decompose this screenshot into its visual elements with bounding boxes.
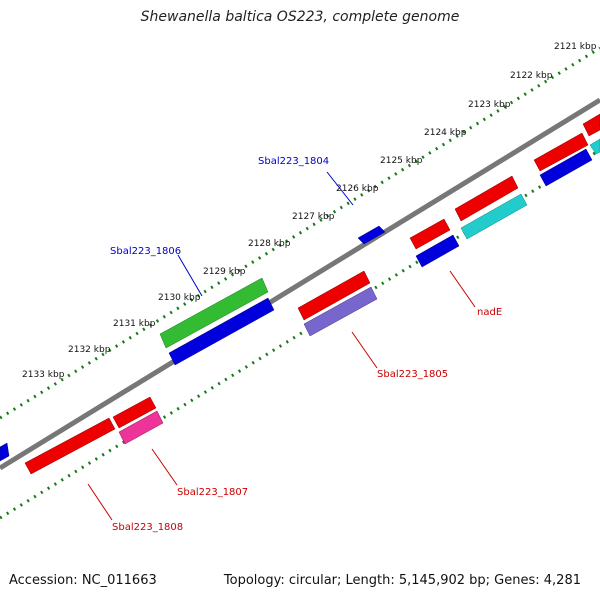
tick-label-2122: 2122 kbp [510, 71, 553, 81]
genome-backbone [0, 97, 600, 471]
outer-tick-track [0, 46, 600, 420]
leader-line-sbal223-1805 [351, 331, 378, 369]
tick-label-2129: 2129 kbp [203, 267, 246, 277]
gene-feature-blue-nade[interactable] [415, 234, 460, 268]
gene-feature-red-1807[interactable] [112, 396, 157, 429]
gene-feature-red-edge[interactable] [582, 113, 600, 137]
gene-feature-sbal223-1804[interactable] [357, 225, 386, 245]
gene-feature-sbal223-1805[interactable] [297, 270, 371, 321]
tick-label-2132: 2132 kbp [68, 345, 111, 355]
gene-feature-red-nade[interactable] [409, 218, 451, 250]
gene-label-sbal223-1807[interactable]: Sbal223_1807 [177, 487, 248, 498]
gene-feature-pink-1807[interactable] [118, 410, 164, 445]
tick-label-2133: 2133 kbp [22, 370, 65, 380]
gene-label-nade[interactable]: nadE [477, 307, 502, 318]
gene-feature-sbal223-1808[interactable] [24, 417, 116, 475]
tick-label-2121: 2121 kbp [554, 42, 597, 52]
leader-line-sbal223-1804 [326, 171, 354, 206]
gene-feature-purple[interactable] [303, 286, 378, 337]
gene-feature-green[interactable] [159, 277, 269, 349]
gene-label-sbal223-1804[interactable]: Sbal223_1804 [258, 156, 329, 167]
tick-label-2124: 2124 kbp [424, 128, 467, 138]
gene-feature-red-upper[interactable] [454, 175, 519, 222]
gene-feature-cyan[interactable] [460, 193, 528, 240]
leader-line-sbal223-1806 [177, 254, 203, 297]
tick-label-2125: 2125 kbp [380, 156, 423, 166]
accession-text: Accession: NC_011663 [9, 573, 157, 588]
gene-feature-red-right[interactable] [533, 132, 589, 172]
leader-line-sbal223-1807 [151, 448, 178, 486]
tick-label-2126: 2126 kbp [336, 184, 379, 194]
tick-label-2123: 2123 kbp [468, 100, 511, 110]
gene-label-sbal223-1808[interactable]: Sbal223_1808 [112, 522, 183, 533]
gene-feature-blue-right[interactable] [539, 148, 593, 187]
gene-feature-sbal223-1806[interactable] [168, 297, 275, 366]
genome-summary-text: Topology: circular; Length: 5,145,902 bp… [223, 573, 581, 588]
gene-feature-cyan-edge[interactable] [589, 138, 600, 155]
tick-label-2131: 2131 kbp [113, 319, 156, 329]
gene-feature-blue-left-edge[interactable] [0, 442, 10, 462]
tick-label-2128: 2128 kbp [248, 239, 291, 249]
tick-label-2127: 2127 kbp [292, 212, 335, 222]
leader-line-nade [449, 270, 476, 308]
leader-line-sbal223-1808 [87, 483, 113, 521]
gene-label-sbal223-1805[interactable]: Sbal223_1805 [377, 369, 448, 380]
gene-label-sbal223-1806[interactable]: Sbal223_1806 [110, 246, 181, 257]
tick-label-2130: 2130 kbp [158, 293, 201, 303]
genome-title: Shewanella baltica OS223, complete genom… [140, 9, 460, 25]
